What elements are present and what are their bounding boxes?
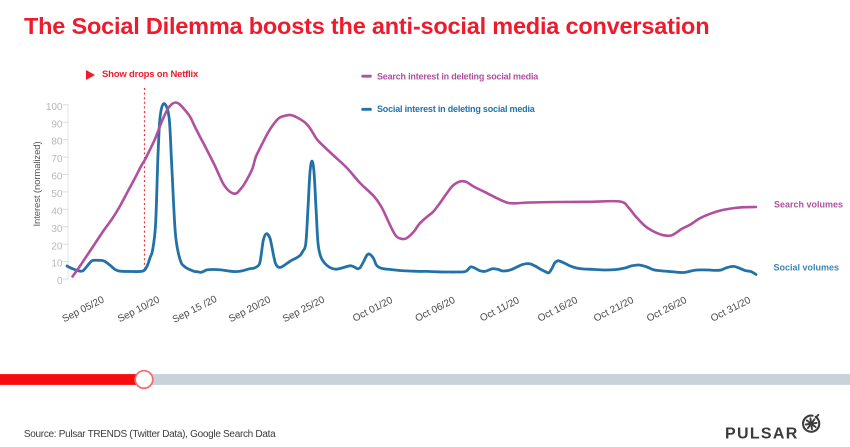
- svg-text:Sep 20/20: Sep 20/20: [227, 294, 273, 325]
- svg-text:Source: Pulsar TRENDS (Twitter: Source: Pulsar TRENDS (Twitter Data), Go…: [24, 429, 276, 440]
- svg-text:PULSAR: PULSAR: [725, 425, 799, 442]
- svg-text:90: 90: [51, 119, 63, 130]
- svg-text:Sep 05/20: Sep 05/20: [61, 294, 107, 325]
- svg-text:Oct 01/20: Oct 01/20: [351, 295, 395, 325]
- svg-text:30: 30: [51, 224, 63, 235]
- svg-text:Search interest in deleting so: Search interest in deleting social media: [377, 71, 539, 81]
- svg-text:0: 0: [57, 276, 63, 287]
- svg-text:20: 20: [51, 241, 63, 252]
- svg-text:10: 10: [51, 259, 63, 270]
- svg-text:100: 100: [46, 102, 63, 113]
- svg-text:70: 70: [51, 154, 63, 165]
- svg-text:60: 60: [51, 172, 63, 183]
- svg-text:Interest (normalized): Interest (normalized): [32, 141, 43, 226]
- svg-text:Social volumes: Social volumes: [774, 263, 840, 273]
- svg-text:Sep 15 /20: Sep 15 /20: [171, 294, 219, 326]
- svg-text:Search volumes: Search volumes: [774, 200, 843, 210]
- svg-text:Oct 06/20: Oct 06/20: [414, 295, 458, 325]
- svg-text:40: 40: [51, 206, 63, 217]
- svg-text:80: 80: [51, 137, 63, 148]
- svg-text:Oct 16/20: Oct 16/20: [536, 295, 580, 325]
- svg-text:Oct 31/20: Oct 31/20: [709, 295, 753, 325]
- svg-text:Oct 11/20: Oct 11/20: [478, 295, 521, 324]
- svg-text:Social interest in deleting so: Social interest in deleting social media: [377, 104, 536, 114]
- svg-text:50: 50: [51, 189, 63, 200]
- svg-text:Sep 10/20: Sep 10/20: [116, 294, 162, 325]
- svg-text:Oct 21/20: Oct 21/20: [592, 295, 636, 325]
- svg-text:Sep 25/20: Sep 25/20: [281, 294, 327, 325]
- svg-text:Oct 26/20: Oct 26/20: [645, 295, 689, 325]
